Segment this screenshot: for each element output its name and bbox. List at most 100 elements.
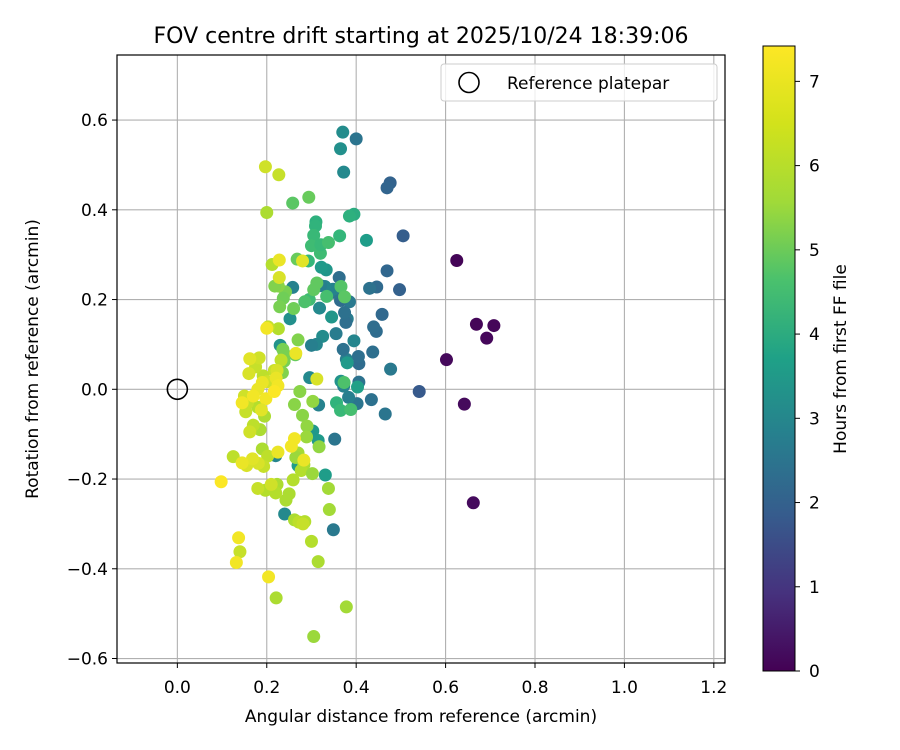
data-point — [363, 281, 377, 295]
data-point — [380, 264, 394, 278]
data-point — [305, 467, 319, 481]
grid — [117, 55, 725, 663]
data-point — [439, 353, 453, 367]
data-point — [349, 132, 363, 146]
data-point — [340, 356, 354, 370]
data-point — [243, 352, 257, 366]
colorbar-tick-label: 0 — [809, 662, 820, 682]
data-point — [393, 283, 407, 297]
data-point — [267, 385, 281, 399]
data-point — [276, 342, 290, 356]
y-axis-label: Rotation from reference (arcmin) — [23, 219, 43, 499]
data-point — [286, 196, 300, 210]
data-point — [289, 346, 303, 360]
data-point — [337, 376, 351, 390]
data-point — [232, 531, 246, 545]
data-point — [318, 468, 332, 482]
data-point — [287, 398, 301, 412]
data-point — [294, 464, 308, 478]
x-tick-label: 0.4 — [343, 678, 370, 698]
colorbar — [762, 45, 796, 672]
data-point — [351, 350, 365, 364]
y-tick-label: 0.4 — [81, 201, 108, 221]
data-point — [337, 165, 351, 179]
data-point — [252, 351, 266, 365]
y-tick-label: −0.2 — [67, 470, 108, 490]
data-point — [287, 302, 301, 316]
data-point — [261, 449, 275, 463]
colorbar-tick-label: 3 — [809, 409, 820, 429]
data-point — [307, 228, 321, 242]
colorbar-tick-label: 2 — [809, 494, 820, 514]
data-point — [364, 393, 378, 407]
data-point — [272, 253, 286, 267]
data-point — [260, 205, 274, 219]
data-point — [366, 345, 380, 359]
data-point — [269, 591, 283, 605]
data-point — [347, 334, 361, 348]
data-point — [304, 239, 318, 253]
data-point — [487, 319, 501, 333]
data-point — [296, 517, 310, 531]
colorbar-tick-label: 1 — [809, 578, 820, 598]
legend: Reference platepar — [440, 63, 718, 102]
data-points — [214, 125, 501, 644]
data-point — [336, 342, 350, 356]
data-point — [233, 545, 247, 559]
data-point — [334, 142, 348, 156]
reference-platepar-marker — [166, 378, 189, 401]
data-point — [246, 389, 260, 403]
y-tick-label: 0.6 — [81, 111, 108, 131]
data-point — [245, 452, 259, 466]
x-tick-label: 0.6 — [432, 678, 459, 698]
data-point — [262, 570, 276, 584]
x-tick-label: 1.2 — [700, 678, 727, 698]
data-point — [450, 254, 464, 268]
data-point — [480, 331, 494, 345]
data-point — [272, 271, 286, 285]
data-point — [279, 493, 293, 507]
data-point — [384, 362, 398, 376]
data-point — [334, 403, 348, 417]
data-point — [300, 430, 314, 444]
data-point — [336, 125, 350, 139]
data-point — [338, 290, 352, 304]
data-point — [278, 507, 292, 521]
data-point — [338, 306, 352, 320]
data-point — [469, 317, 483, 331]
colorbar-label: Hours from first FF file — [831, 264, 851, 454]
data-point — [271, 445, 285, 459]
chart-title: FOV centre drift starting at 2025/10/24 … — [154, 24, 689, 49]
data-point — [344, 402, 358, 416]
data-point — [351, 380, 365, 394]
data-point — [342, 209, 356, 223]
data-point — [242, 367, 256, 381]
data-point — [412, 385, 426, 399]
x-axis-label: Angular distance from reference (arcmin) — [245, 707, 597, 727]
data-point — [329, 327, 343, 341]
data-point — [304, 338, 318, 352]
data-point — [286, 473, 300, 487]
data-point — [296, 254, 310, 268]
data-point — [254, 403, 268, 417]
colorbar-tick-label: 6 — [809, 157, 820, 177]
data-point — [321, 481, 335, 495]
data-point — [328, 432, 342, 446]
data-point — [251, 481, 265, 495]
data-point — [342, 390, 356, 404]
data-point — [274, 353, 288, 367]
data-point — [339, 315, 353, 329]
data-point — [235, 456, 249, 470]
data-point — [310, 372, 324, 386]
x-tick-label: 1.0 — [611, 678, 638, 698]
data-point — [271, 322, 285, 336]
data-point — [291, 333, 305, 347]
data-point — [260, 321, 274, 335]
data-point — [296, 408, 310, 422]
y-tick-label: −0.6 — [67, 650, 108, 670]
data-point — [396, 229, 410, 243]
data-point — [300, 419, 314, 433]
data-point — [283, 312, 297, 326]
colorbar-tick-label: 5 — [809, 241, 820, 261]
legend-box — [440, 63, 718, 102]
